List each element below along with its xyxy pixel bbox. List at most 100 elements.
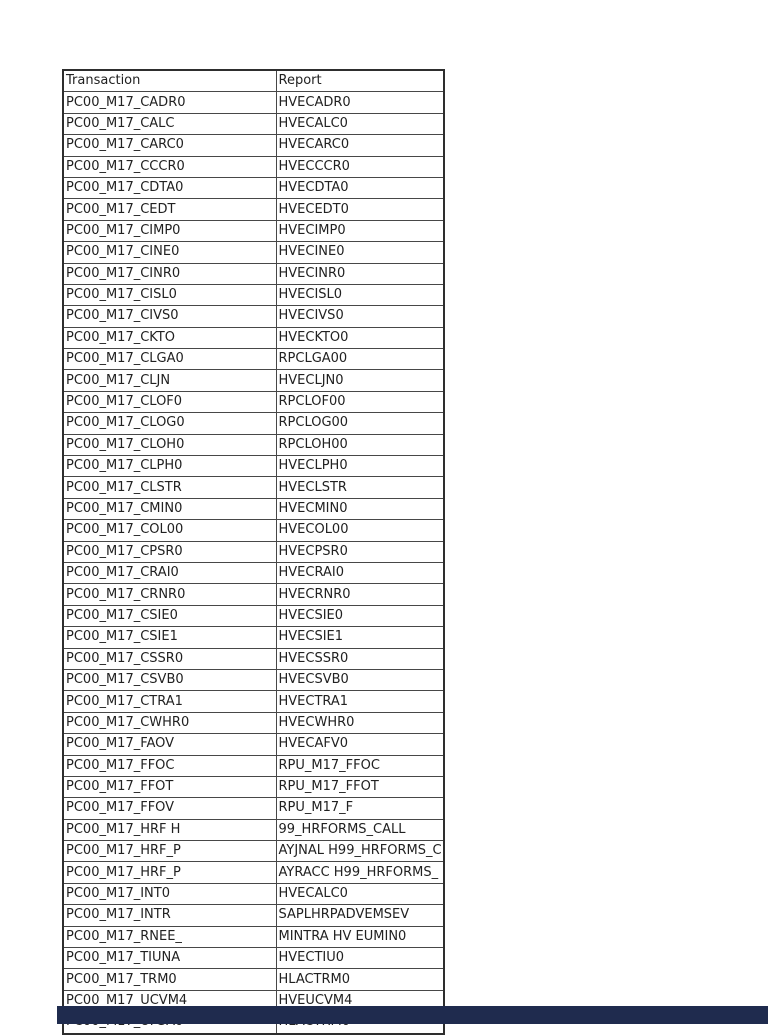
report-cell: MINTRA HV EUMIN0 [275, 925, 445, 949]
transaction-cell: PC00_M17_CRAI0 [62, 561, 277, 585]
table-row: PC00_M17_CSVB0 HVECSVB0 [62, 668, 445, 692]
table-row: PC00_M17_CIVS0 HVECIVS0 [62, 305, 445, 328]
transaction-cell: PC00_M17_CIVS0 [62, 305, 277, 328]
transaction-cell: PC00_M17_CISL0 [62, 283, 277, 307]
transaction-cell: PC00_M17_CLOH0 [62, 433, 277, 457]
report-cell: HVECMIN0 [275, 497, 445, 521]
report-cell: HVECOL00 [275, 519, 445, 542]
report-cell: 99_HRFORMS_CALL [275, 818, 445, 842]
table-row: PC00_M17_CEDT HVECEDT0 [62, 198, 445, 221]
report-cell: HVECTRA1 [275, 690, 445, 713]
table-row: PC00_M17_HRF_P AYJNAL H99_HRFORMS_C [62, 840, 445, 863]
report-cell: HVECIMP0 [275, 219, 445, 243]
bottom-bar [57, 1006, 768, 1024]
report-cell: HVECLJN0 [275, 369, 445, 392]
transaction-cell: PC00_M17_HRF_P [62, 861, 277, 884]
report-cell: HVECINR0 [275, 262, 445, 285]
report-cell: HVECSIE1 [275, 626, 445, 649]
report-cell: HVECWHR0 [275, 711, 445, 735]
transaction-cell: PC00_M17_CRNR0 [62, 583, 277, 606]
transaction-cell: PC00_M17_COL00 [62, 519, 277, 542]
transaction-cell: PC00_M17_CSIE0 [62, 604, 277, 628]
table-row: PC00_M17_CIMP0 HVECIMP0 [62, 219, 445, 243]
transaction-cell: PC00_M17_CINR0 [62, 262, 277, 285]
report-cell: HVECSSR0 [275, 647, 445, 670]
table-row: PC00_M17_CKTO HVECKTO0 [62, 326, 445, 350]
transaction-cell: PC00_M17_CINE0 [62, 241, 277, 264]
report-cell: HVECKTO0 [275, 326, 445, 350]
report-cell: HVECARC0 [275, 134, 445, 157]
table-row: PC00_M17_CWHR0 HVECWHR0 [62, 711, 445, 735]
table-row: PC00_M17_CTRA1 HVECTRA1 [62, 690, 445, 713]
transaction-cell: PC00_M17_CSIE1 [62, 626, 277, 649]
transaction-cell: PC00_M17_CSSR0 [62, 647, 277, 670]
report-cell: HVECRNR0 [275, 583, 445, 606]
transaction-cell: PC00_M17_INTR [62, 904, 277, 927]
report-cell: HVECIVS0 [275, 305, 445, 328]
transaction-report-table: Transaction Report PC00_M17_CADR0 HVECADR… [62, 69, 445, 1035]
table-row: PC00_M17_TIUNA HVECTIU0 [62, 947, 445, 970]
table-row: PC00_M17_HRF H 99_HRFORMS_CALL [62, 818, 445, 842]
report-cell: HVECRAI0 [275, 561, 445, 585]
table-row: PC00_M17_CPSR0 HVECPSR0 [62, 540, 445, 563]
transaction-cell: PC00_M17_CPSR0 [62, 540, 277, 563]
transaction-cell: PC00_M17_RNEE_ [62, 925, 277, 949]
table-row: PC00_M17_FAOV HVECAFV0 [62, 733, 445, 756]
transaction-cell: PC00_M17_CTRA1 [62, 690, 277, 713]
transaction-cell: PC00_M17_CLJN [62, 369, 277, 392]
report-cell: HVECTIU0 [275, 947, 445, 970]
table-row: PC00_M17_INT0 HVECALC0 [62, 882, 445, 906]
table-row: PC00_M17_CLGA0 RPCLGA00 [62, 348, 445, 371]
table-row: PC00_M17_TRM0 HLACTRM0 [62, 968, 445, 991]
report-cell: HVECSVB0 [275, 668, 445, 692]
table-row: PC00_M17_CDTA0 HVECDTA0 [62, 176, 445, 200]
transaction-cell: PC00_M17_FAOV [62, 733, 277, 756]
report-cell: AYRACC H99_HRFORMS_ [275, 861, 445, 884]
report-cell: HVECINE0 [275, 241, 445, 264]
table-row: PC00_M17_CRAI0 HVECRAI0 [62, 561, 445, 585]
table-body: PC00_M17_CADR0 HVECADR0 PC00_M17_CALC HVECA… [62, 91, 445, 1035]
table-row: PC00_M17_CARC0 HVECARC0 [62, 134, 445, 157]
report-cell: HVECALC0 [275, 882, 445, 906]
table-row: PC00_M17_CLOG0 RPCLOG00 [62, 412, 445, 435]
transaction-cell: PC00_M17_CDTA0 [62, 176, 277, 200]
column-header-transaction: Transaction [62, 69, 277, 93]
report-cell: HVECALC0 [275, 112, 445, 136]
transaction-cell: PC00_M17_HRF H [62, 818, 277, 842]
transaction-cell: PC00_M17_CLPH0 [62, 455, 277, 478]
transaction-cell: PC00_M17_CLSTR [62, 476, 277, 499]
table-row: PC00_M17_FFOT RPU_M17_FFOT [62, 775, 445, 799]
report-cell: HVECLPH0 [275, 455, 445, 478]
report-cell: RPCLOH00 [275, 433, 445, 457]
transaction-cell: PC00_M17_CKTO [62, 326, 277, 350]
report-cell: HVECEDT0 [275, 198, 445, 221]
report-cell: RPU_M17_FFOT [275, 775, 445, 799]
report-cell: RPU_M17_FFOC [275, 754, 445, 777]
table-row: PC00_M17_CISL0 HVECISL0 [62, 283, 445, 307]
report-cell: HVECAFV0 [275, 733, 445, 756]
report-cell: RPCLOG00 [275, 412, 445, 435]
report-cell: HVECSIE0 [275, 604, 445, 628]
table-row: PC00_M17_FFOC RPU_M17_FFOC [62, 754, 445, 777]
table-row: PC00_M17_INTR SAPLHRPADVEMSEV [62, 904, 445, 927]
report-cell: SAPLHRPADVEMSEV [275, 904, 445, 927]
table-row: PC00_M17_CADR0 HVECADR0 [62, 91, 445, 114]
report-cell: AYJNAL H99_HRFORMS_C [275, 840, 445, 863]
report-cell: HLACTRM0 [275, 968, 445, 991]
report-cell: HVECADR0 [275, 91, 445, 114]
table-row: PC00_M17_CRNR0 HVECRNR0 [62, 583, 445, 606]
table-row: PC00_M17_CINR0 HVECINR0 [62, 262, 445, 285]
transaction-cell: PC00_M17_CIMP0 [62, 219, 277, 243]
report-cell: HVECDTA0 [275, 176, 445, 200]
transaction-cell: PC00_M17_CEDT [62, 198, 277, 221]
transaction-cell: PC00_M17_CCCR0 [62, 155, 277, 178]
transaction-cell: PC00_M17_CSVB0 [62, 668, 277, 692]
transaction-cell: PC00_M17_CWHR0 [62, 711, 277, 735]
report-cell: HVECLSTR [275, 476, 445, 499]
table-row: PC00_M17_COL00 HVECOL00 [62, 519, 445, 542]
report-cell: RPCLGA00 [275, 348, 445, 371]
table-row: PC00_M17_CLPH0 HVECLPH0 [62, 455, 445, 478]
report-cell: HVECCCR0 [275, 155, 445, 178]
table-row: PC00_M17_CALC HVECALC0 [62, 112, 445, 136]
transaction-cell: PC00_M17_CADR0 [62, 91, 277, 114]
